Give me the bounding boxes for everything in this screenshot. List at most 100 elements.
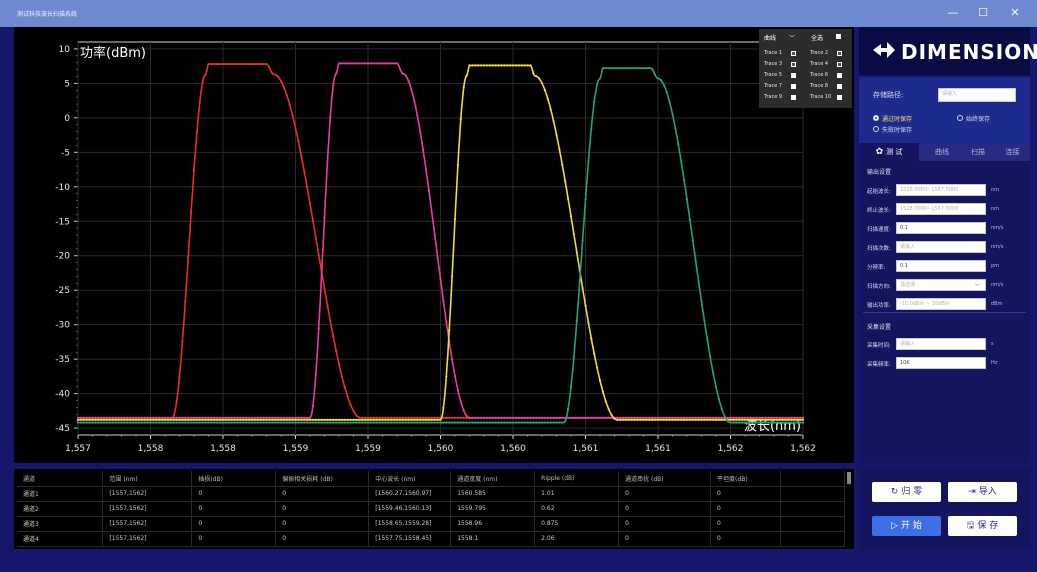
trace-checkbox[interactable] xyxy=(791,62,796,67)
settings-input[interactable]: -10.0dBm ~ 10dBm xyxy=(896,298,986,310)
series-point xyxy=(378,421,381,424)
tab-test[interactable]: ✿ 测 试 xyxy=(859,143,919,161)
series-point xyxy=(561,163,564,167)
tab-connect[interactable]: 连接 xyxy=(1005,148,1020,156)
series-point xyxy=(758,421,761,424)
series-point xyxy=(451,416,454,419)
table-row[interactable]: 通道2 [1557,1562] 0 0 [1559.46,1560.13] 1559.79… xyxy=(17,501,845,517)
save-always-radio[interactable] xyxy=(957,115,963,121)
series-point xyxy=(303,170,306,173)
storage-path-input[interactable]: 请输入 xyxy=(938,88,1016,102)
series-point xyxy=(564,419,567,423)
series-point xyxy=(230,416,233,419)
trace-checkbox[interactable] xyxy=(837,51,842,56)
series-point xyxy=(462,416,465,419)
series-point xyxy=(233,416,236,419)
series-point xyxy=(372,421,375,424)
x-tick-label: 1,559 xyxy=(283,444,309,454)
trace-checkbox[interactable] xyxy=(837,84,842,89)
table-row[interactable]: 通道1 [1557,1562] 0 0 [1560.27,1560.97] 1560.58… xyxy=(17,486,845,502)
tab-curve[interactable]: 曲线 xyxy=(935,148,949,156)
settings-input[interactable]: 0.1 xyxy=(896,260,986,272)
window-title: 测试科技波长扫描系统 xyxy=(17,11,78,18)
maximize-button[interactable]: ☐ xyxy=(978,6,988,19)
series-point xyxy=(625,418,628,421)
trace-checkbox[interactable] xyxy=(791,84,796,89)
series-point xyxy=(123,418,126,421)
table-cell: 0 xyxy=(710,531,781,547)
series-point xyxy=(355,62,358,65)
gear-icon: ✿ xyxy=(875,147,884,157)
trace-checkbox[interactable] xyxy=(837,73,842,78)
series-point xyxy=(163,416,167,419)
spectrum-chart[interactable]: 10 5 0 -5 -10 -15 -20 -25 -30 -35 -40 -45 1,557 1,558… xyxy=(14,27,854,463)
series-point xyxy=(604,416,607,419)
series-point xyxy=(233,418,236,421)
reset-button[interactable]: ↻ 归 零 xyxy=(872,482,941,502)
field-unit: nm xyxy=(991,187,1000,193)
series-point xyxy=(494,421,497,424)
series-point xyxy=(758,416,761,419)
settings-tabs: ✿ 测 试 曲线 扫描 连接 xyxy=(859,143,1030,161)
series-point xyxy=(706,338,709,341)
series-point xyxy=(114,418,117,421)
series-point xyxy=(372,62,375,65)
table-cell: 1558.1 xyxy=(450,531,536,547)
series-point xyxy=(111,416,114,419)
table-row[interactable]: 通道4 [1557,1562] 0 0 [1557.75,1558.45] 1558.1 2… xyxy=(17,531,845,547)
settings-input[interactable]: 1528.0000~1567.0000 xyxy=(896,184,986,196)
save-button[interactable]: 🖫 保 存 xyxy=(948,516,1017,536)
series-point xyxy=(726,419,729,423)
import-button[interactable]: ⇥ 导入 xyxy=(948,482,1017,502)
trace-checkbox[interactable] xyxy=(791,95,796,100)
settings-input[interactable]: 0.1 xyxy=(896,222,986,234)
settings-input[interactable]: 请输入 xyxy=(896,338,986,350)
series-point xyxy=(410,88,413,91)
save-on-pass-radio[interactable] xyxy=(873,115,879,121)
series-point xyxy=(419,416,422,419)
import-label: 导入 xyxy=(978,487,997,497)
series-point xyxy=(134,421,138,424)
save-on-fail-radio[interactable] xyxy=(873,126,879,132)
minimize-button[interactable]: — xyxy=(947,6,959,19)
start-button[interactable]: ▷ 开 始 xyxy=(872,516,941,536)
settings-input[interactable]: 请选择 xyxy=(896,279,986,291)
field-unit: nm xyxy=(991,206,1000,212)
series-point xyxy=(535,75,538,78)
settings-input[interactable]: 10K xyxy=(896,357,986,369)
series-point xyxy=(190,416,193,419)
series-point xyxy=(694,259,697,262)
table-row[interactable]: 通道3 [1557,1562] 0 0 [1558.65,1559.28] 1558.96… xyxy=(17,516,845,532)
series-point xyxy=(526,416,529,419)
series-point xyxy=(485,416,488,419)
series-point xyxy=(172,421,175,424)
settings-input[interactable]: 1528.0000~1567.0000 xyxy=(896,203,986,215)
series-point xyxy=(175,416,178,419)
series-point xyxy=(552,421,555,424)
chevron-down-icon[interactable]: ⌵ xyxy=(975,280,981,288)
chevron-down-icon[interactable]: ﹀ xyxy=(789,35,796,42)
close-button[interactable]: ✕ xyxy=(1010,6,1020,19)
dimension-logo-icon xyxy=(873,42,895,58)
x-tick-label: 1,561 xyxy=(645,444,671,454)
select-all-checkbox[interactable] xyxy=(836,34,841,39)
tab-scan[interactable]: 扫描 xyxy=(971,148,985,156)
series-point xyxy=(448,421,451,424)
series-point xyxy=(680,416,683,419)
trace-checkbox[interactable] xyxy=(837,62,842,67)
x-tick-label: 1,558 xyxy=(210,444,236,454)
series-point xyxy=(445,320,448,323)
series-point xyxy=(343,62,346,65)
series-point xyxy=(149,416,152,419)
trace-checkbox[interactable] xyxy=(791,73,796,78)
trace-checkbox[interactable] xyxy=(791,51,796,56)
table-cell: [1560.27,1560.97] xyxy=(368,486,452,502)
table-scrollbar[interactable] xyxy=(847,472,851,484)
series-point xyxy=(503,421,506,424)
series-point xyxy=(320,418,323,421)
series-point xyxy=(198,416,201,419)
series-point xyxy=(700,418,703,421)
series-point xyxy=(549,421,552,424)
trace-checkbox[interactable] xyxy=(837,95,842,100)
settings-input[interactable]: 请输入 xyxy=(896,241,986,253)
